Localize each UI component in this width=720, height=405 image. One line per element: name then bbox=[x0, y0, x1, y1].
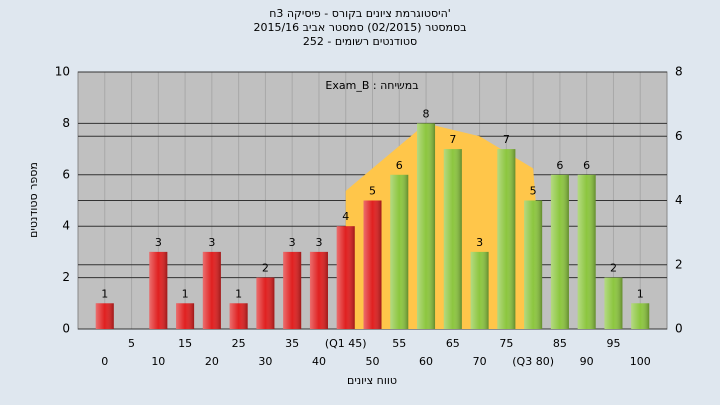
data-label: 3 bbox=[155, 236, 162, 249]
subtitle: בסמסטר (02/2015) סמסטר אביב 2015/16 bbox=[253, 21, 466, 34]
x-tick-label: 20 bbox=[205, 355, 219, 368]
chart-title: היסטוגרמת ציונים בקורס - פיסיקה 3ח' bbox=[269, 7, 451, 20]
bar-shade bbox=[604, 277, 623, 329]
bar-shade bbox=[443, 149, 462, 329]
data-label: 1 bbox=[182, 287, 189, 300]
data-label: 2 bbox=[262, 262, 269, 275]
x-tick-label: 40 bbox=[312, 355, 326, 368]
x-tick-label: 30 bbox=[258, 355, 272, 368]
data-label: 7 bbox=[503, 133, 510, 146]
data-label: 1 bbox=[637, 287, 644, 300]
y-tick-label: 0 bbox=[62, 322, 70, 336]
x-tick-label: 95 bbox=[606, 337, 620, 350]
y-tick-label: 6 bbox=[62, 167, 70, 181]
bar-shade bbox=[417, 123, 436, 330]
bar-shade bbox=[390, 174, 409, 329]
data-label: 1 bbox=[101, 287, 108, 300]
data-label: 4 bbox=[342, 210, 349, 223]
data-label: 5 bbox=[369, 185, 376, 198]
x-tick-label: 35 bbox=[285, 337, 299, 350]
x-tick-label: 5 bbox=[128, 337, 135, 350]
data-label: 6 bbox=[583, 159, 590, 172]
bar-shade bbox=[149, 251, 168, 329]
y-tick-label: 8 bbox=[62, 116, 70, 130]
data-label: 3 bbox=[289, 236, 296, 249]
y-axis-label: מספר סטודנטים bbox=[27, 162, 40, 238]
bar-shade bbox=[631, 303, 650, 329]
bar-shade bbox=[577, 174, 596, 329]
data-label: 3 bbox=[315, 236, 322, 249]
data-label: 6 bbox=[556, 159, 563, 172]
data-label: 3 bbox=[476, 236, 483, 249]
x-tick-label: 0 bbox=[101, 355, 108, 368]
x-tick-label: 50 bbox=[366, 355, 380, 368]
x-tick-label: 15 bbox=[178, 337, 192, 350]
x-tick-label: 100 bbox=[630, 355, 651, 368]
data-label: 2 bbox=[610, 262, 617, 275]
bar-shade bbox=[176, 303, 195, 329]
data-label: 5 bbox=[530, 185, 537, 198]
x-tick-label: 85 bbox=[553, 337, 567, 350]
bar-shade bbox=[550, 174, 569, 329]
x-tick-label: 75 bbox=[499, 337, 513, 350]
bar-shade bbox=[309, 251, 328, 329]
x-tick-label: 65 bbox=[446, 337, 460, 350]
bar-shade bbox=[363, 200, 382, 329]
y-tick-label: 2 bbox=[62, 270, 70, 284]
bar-shade bbox=[497, 149, 516, 329]
bar-shade bbox=[229, 303, 248, 329]
x-tick-label: (Q3 80) bbox=[512, 355, 554, 368]
x-tick-label: (Q1 45) bbox=[325, 337, 367, 350]
x-tick-label: 55 bbox=[392, 337, 406, 350]
y2-tick-label: 8 bbox=[675, 65, 683, 79]
subtitle: 252 - סטודנטים רשומים bbox=[303, 35, 417, 48]
y2-tick-label: 6 bbox=[675, 129, 683, 143]
x-tick-label: 25 bbox=[232, 337, 246, 350]
bar-shade bbox=[256, 277, 275, 329]
data-label: 7 bbox=[449, 133, 456, 146]
bar-shade bbox=[470, 251, 489, 329]
bar-shade bbox=[202, 251, 221, 329]
x-axis-label: טווח ציונים bbox=[347, 374, 397, 387]
y-tick-label: 4 bbox=[62, 219, 70, 233]
bar-shade bbox=[283, 251, 302, 329]
x-tick-label: 10 bbox=[151, 355, 165, 368]
bar-shade bbox=[336, 226, 355, 329]
bar-shade bbox=[524, 200, 543, 329]
x-tick-label: 60 bbox=[419, 355, 433, 368]
bar-shade bbox=[95, 303, 114, 329]
y2-tick-label: 0 bbox=[675, 322, 683, 336]
x-tick-label: 90 bbox=[580, 355, 594, 368]
x-tick-label: 70 bbox=[473, 355, 487, 368]
data-label: 6 bbox=[396, 159, 403, 172]
y-tick-label: 10 bbox=[55, 65, 70, 79]
data-label: 3 bbox=[208, 236, 215, 249]
y2-tick-label: 2 bbox=[675, 257, 683, 271]
data-label: 8 bbox=[423, 107, 430, 120]
y2-tick-label: 4 bbox=[675, 193, 683, 207]
data-label: 1 bbox=[235, 287, 242, 300]
